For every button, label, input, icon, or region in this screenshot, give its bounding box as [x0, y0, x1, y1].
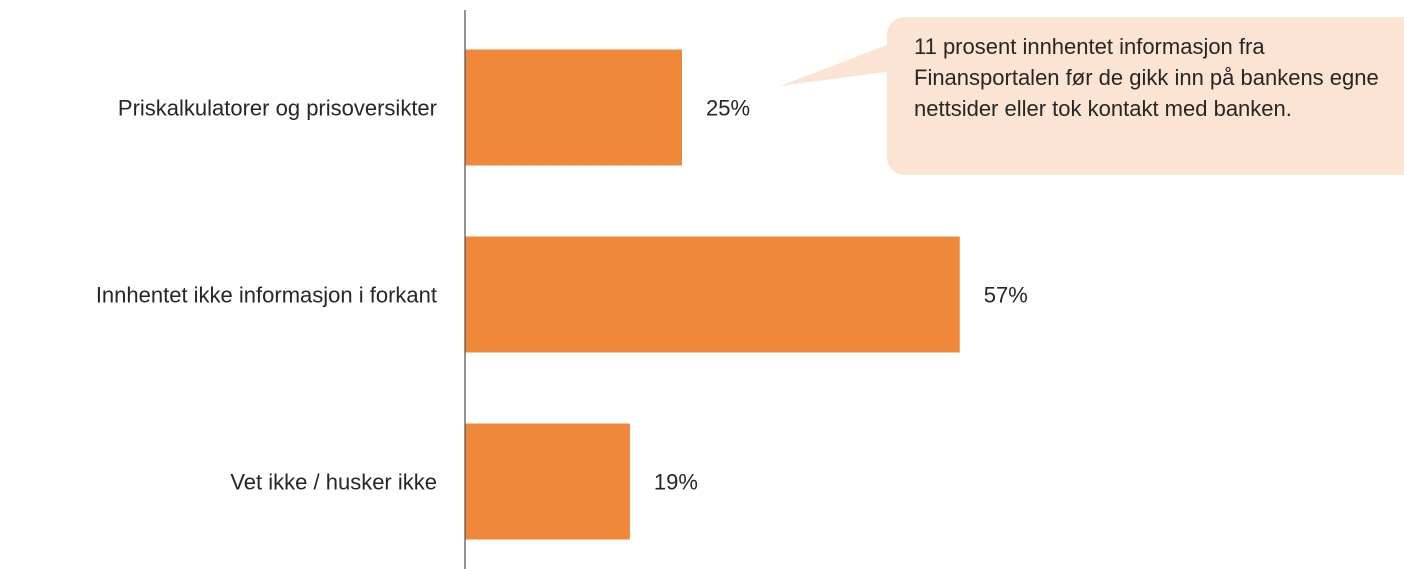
bar-2 — [465, 423, 630, 540]
category-label-0: Priskalkulatorer og prisoversikter — [118, 96, 437, 121]
data-label-2: 19% — [654, 470, 698, 495]
callout-box: 11 prosent innhentet informasjon fra Fin… — [887, 17, 1404, 175]
bars-layer: 25% Priskalkulatorer og prisoversikter 57%… — [96, 49, 1028, 540]
bar-0 — [465, 49, 682, 166]
data-label-0: 25% — [706, 96, 750, 121]
category-label-1: Innhentet ikke informasjon i forkant — [96, 283, 437, 308]
data-label-1: 57% — [984, 283, 1028, 308]
callout-tail — [780, 40, 900, 86]
bar-1 — [465, 236, 960, 353]
category-label-2: Vet ikke / husker ikke — [230, 470, 437, 495]
callout-text: 11 prosent innhentet informasjon fra Fin… — [914, 34, 1379, 121]
